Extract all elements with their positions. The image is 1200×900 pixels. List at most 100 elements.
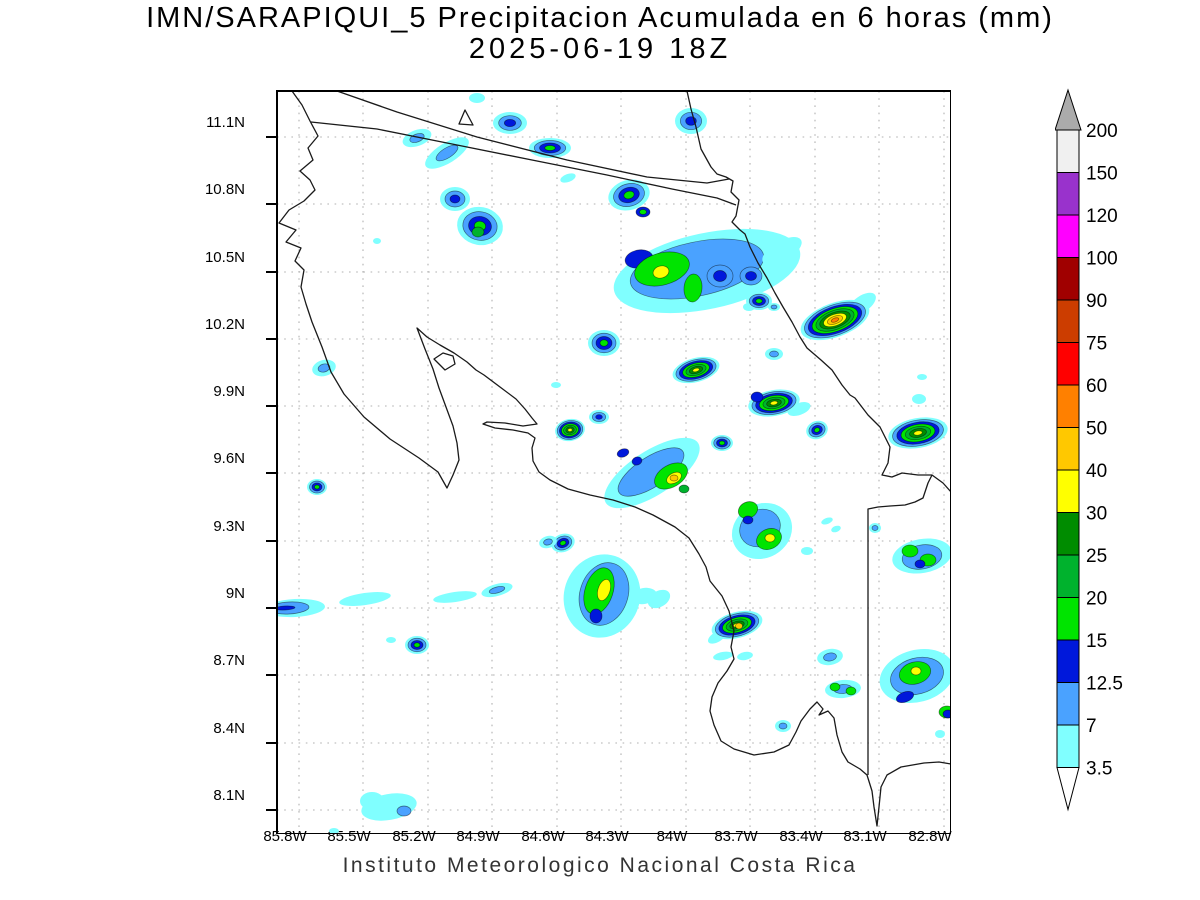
lon-tick-label: 83.1W	[843, 828, 887, 845]
precip-cell	[544, 145, 556, 151]
precip-cell	[830, 317, 840, 323]
lon-tick-label: 82.8W	[908, 828, 952, 845]
colorbar-segment	[1056, 257, 1080, 301]
precip-cell	[801, 547, 813, 555]
precip-cell	[683, 273, 703, 303]
precip-cell	[595, 414, 603, 420]
precip-cell	[831, 525, 841, 533]
colorbar-label: 150	[1086, 164, 1118, 185]
lat-tick-label: 11.1N	[206, 114, 245, 131]
precipitation-map-svg	[266, 90, 952, 845]
precip-cell	[360, 792, 384, 810]
precip-cell	[896, 691, 914, 703]
lat-tick-label: 9.9N	[213, 383, 245, 400]
colorbar-label: 75	[1086, 334, 1107, 355]
colorbar-segment	[1056, 597, 1080, 641]
precip-cell	[652, 265, 670, 279]
precip-cell	[314, 484, 320, 490]
colorbar-segment	[1056, 469, 1080, 513]
colorbar-label: 12.5	[1086, 674, 1123, 695]
colorbar-label: 7	[1086, 716, 1097, 737]
precip-cell	[317, 363, 331, 373]
precip-cell	[396, 805, 412, 817]
coastline-path	[458, 109, 474, 126]
precip-cell	[742, 515, 754, 525]
colorbar-label: 200	[1086, 121, 1118, 142]
precip-cell	[560, 173, 576, 183]
latitude-axis: 11.1N 10.8N 10.5N 10.2N 9.9N 9.6N 9.3N 9N 8.7N 8.…	[155, 0, 245, 900]
colorbar-legend: 200 150 120 100 90 75 60 50 40 30 25 20 15 12.5 7 3.5	[1054, 88, 1195, 818]
lat-tick-label: 10.2N	[204, 316, 245, 333]
precip-cell	[871, 525, 879, 531]
map-frame-group	[266, 90, 952, 845]
precip-cell	[713, 651, 733, 661]
precip-cell	[435, 144, 459, 162]
lat-tick-label: 9.3N	[213, 518, 245, 535]
lon-tick-label: 83.7W	[714, 828, 758, 845]
precip-cell	[631, 456, 643, 466]
colorbar-segment	[1056, 682, 1080, 726]
lat-tick-label: 8.4N	[213, 720, 245, 737]
precip-cell	[567, 428, 573, 432]
precip-cell	[942, 709, 951, 719]
coastline-path	[867, 474, 933, 775]
coastline-path	[686, 91, 951, 493]
lat-tick-label: 9.6N	[213, 450, 245, 467]
precip-cell	[433, 591, 477, 603]
colorbar-segment	[1056, 172, 1080, 216]
precip-cell	[762, 237, 802, 265]
colorbar-label: 25	[1086, 546, 1107, 567]
page-title: IMN/SARAPIQUI_5 Precipitacion Acumulada …	[146, 2, 1054, 34]
lat-tick-label: 10.5N	[204, 249, 245, 266]
precip-cell	[713, 270, 727, 282]
precip-cell	[616, 448, 630, 458]
coastline-group	[278, 91, 951, 827]
lon-tick-label: 84W	[656, 828, 688, 845]
precip-cell	[647, 589, 671, 609]
precip-cell	[386, 637, 396, 643]
precip-cell	[910, 666, 922, 676]
precip-cell	[469, 93, 485, 103]
precip-cell	[778, 722, 788, 730]
precip-cell	[755, 298, 763, 304]
precip-cell	[669, 474, 679, 482]
precip-cell	[692, 367, 700, 373]
colorbar-segment	[1056, 384, 1080, 428]
lon-tick-label: 84.3W	[585, 828, 629, 845]
precip-cell	[913, 430, 923, 436]
colorbar-segment	[1056, 299, 1080, 343]
colorbar-label: 15	[1086, 631, 1107, 652]
precip-cell	[339, 592, 391, 606]
lat-tick-label: 8.7N	[213, 652, 245, 669]
footer-caption: Instituto Meteorologico Nacional Costa R…	[342, 854, 858, 877]
page-subtitle-datetime: 2025-06-19 18Z	[468, 33, 732, 65]
precip-cell	[623, 190, 635, 200]
precip-cell	[821, 517, 833, 525]
colorbar-label: 60	[1086, 376, 1107, 397]
map-plot	[249, 63, 952, 845]
lon-tick-label: 84.6W	[521, 828, 565, 845]
coastline-path	[433, 352, 456, 371]
colorbar-label: 50	[1086, 419, 1107, 440]
lon-tick-label: 83.4W	[779, 828, 823, 845]
precip-cell	[503, 118, 517, 128]
precip-cell	[599, 339, 609, 347]
precip-cell	[543, 538, 553, 546]
colorbar-arrow-above	[1054, 88, 1082, 131]
colorbar-segment	[1056, 512, 1080, 556]
precip-cell	[737, 651, 753, 661]
lon-tick-label: 85.2W	[392, 828, 436, 845]
coastline-path	[278, 91, 951, 827]
lat-tick-label: 9N	[225, 585, 245, 602]
colorbar-label: 90	[1086, 291, 1107, 312]
precip-cell	[471, 226, 485, 238]
precip-cell	[914, 559, 926, 569]
precip-cell	[277, 605, 296, 611]
precip-cells	[277, 93, 951, 834]
colorbar-svg: 200 150 120 100 90 75 60 50 40 30 25 20 15 12.5 7 3.5	[1054, 88, 1123, 812]
precip-cell	[373, 238, 381, 244]
precip-cell	[935, 730, 945, 738]
coastline-path	[336, 91, 730, 184]
precip-cell	[750, 391, 764, 403]
